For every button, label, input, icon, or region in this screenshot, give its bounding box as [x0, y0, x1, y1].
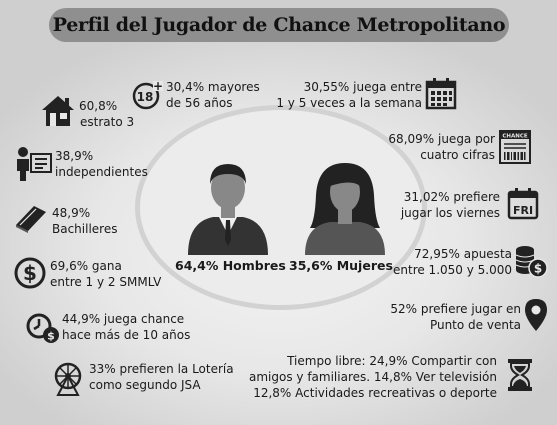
stat-frecuencia: 30,55% juega entre 1 y 5 veces a la sema…	[276, 80, 422, 110]
clock-money-icon: $	[26, 313, 59, 343]
woman-icon	[305, 163, 385, 255]
men-label: 64,4% Hombres	[175, 258, 286, 273]
stat-antiguedad: 44,9% juega chance hace más de 10 años	[62, 312, 191, 342]
svg-text:+: +	[153, 79, 163, 93]
chance-ticket-icon: CHANCE	[499, 130, 531, 164]
svg-text:FRI: FRI	[513, 204, 533, 217]
lottery-drum-icon	[54, 362, 82, 396]
title-banner: Perfil del Jugador de Chance Metropolita…	[49, 8, 509, 42]
women-label: 35,6% Mujeres	[289, 258, 393, 273]
worker-icon	[17, 147, 52, 181]
stat-cuatro-cifras: 68,09% juega por cuatro cifras	[388, 132, 495, 162]
svg-text:$: $	[534, 262, 542, 276]
coin-stack-icon: $	[515, 246, 548, 278]
svg-text:CHANCE: CHANCE	[502, 134, 528, 140]
svg-text:18: 18	[137, 90, 154, 104]
stat-bachilleres: 48,9% Bachilleres	[52, 206, 118, 236]
age-18-plus-icon: 18 +	[132, 79, 163, 110]
house-icon	[42, 96, 74, 126]
hourglass-icon	[508, 359, 532, 391]
stat-tiempo-libre: Tiempo libre: 24,9% Compartir con amigos…	[249, 354, 497, 400]
stat-estrato: 60,8% estrato 3	[79, 99, 135, 129]
stat-independientes: 38,9% independientes	[55, 149, 148, 179]
calendar-icon	[425, 78, 457, 110]
stat-punto-venta: 52% prefiere jugar en Punto de venta	[390, 302, 521, 332]
stat-edad: 30,4% mayores de 56 años	[166, 80, 260, 110]
stat-viernes: 31,02% prefiere jugar los viernes	[400, 190, 500, 220]
stat-ingresos: 69,6% gana entre 1 y 2 SMMLV	[50, 259, 162, 289]
page-title: Perfil del Jugador de Chance Metropolita…	[52, 14, 506, 36]
friday-calendar-icon: FRI	[507, 188, 539, 220]
stat-apuesta: 72,95% apuesta entre 1.050 y 5.000	[393, 247, 512, 277]
man-icon	[188, 164, 268, 255]
svg-text:$: $	[23, 261, 37, 285]
stat-loteria: 33% prefieren la Lotería como segundo JS…	[89, 362, 234, 392]
center-ellipse	[135, 105, 427, 310]
location-pin-icon	[525, 299, 547, 331]
book-icon	[16, 206, 46, 233]
svg-text:$: $	[47, 330, 55, 343]
dollar-coin-icon: $	[14, 257, 46, 289]
